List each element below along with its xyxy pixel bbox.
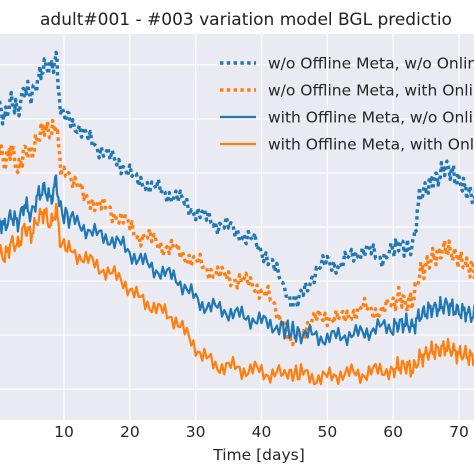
legend-label-2: with Offline Meta, w/o Onlin (268, 109, 474, 127)
legend-label-0: w/o Offline Meta, w/o Onlin (268, 55, 474, 73)
x-tick-label-2: 30 (186, 423, 206, 441)
x-tick-label-1: 20 (120, 423, 140, 441)
x-ticks: 10 20 30 40 50 60 70 (54, 423, 469, 441)
series-line-2 (0, 174, 474, 347)
series-line-0 (0, 50, 474, 310)
legend-label-3: with Offline Meta, with Onli (268, 136, 474, 154)
x-tick-label-0: 10 (54, 423, 74, 441)
x-tick-label-3: 40 (252, 423, 272, 441)
legend: w/o Offline Meta, w/o Onlin w/o Offline M… (220, 55, 474, 154)
x-axis-label: Time [days] (212, 446, 305, 464)
series-line-1 (0, 118, 474, 347)
x-tick-label-4: 50 (317, 423, 337, 441)
x-tick-label-6: 70 (449, 423, 469, 441)
legend-label-1: w/o Offline Meta, with Onlin (268, 82, 474, 100)
x-tick-label-5: 60 (383, 423, 403, 441)
chart-title: adult#001 - #003 variation model BGL pre… (40, 10, 452, 30)
series-line-3 (0, 202, 474, 386)
series-layer (0, 50, 474, 386)
